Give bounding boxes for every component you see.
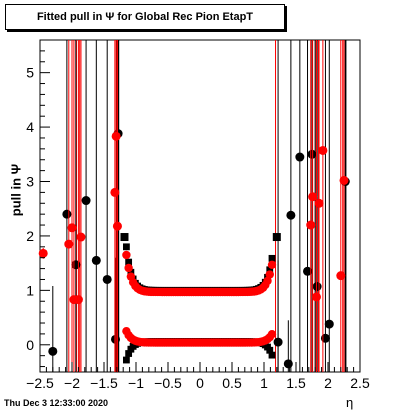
data-point	[314, 198, 324, 208]
data-point	[102, 274, 112, 284]
x-tick-label: 0	[196, 375, 204, 391]
data-point	[111, 334, 121, 344]
data-point	[73, 295, 83, 305]
chart-title-text: Fitted pull in Ψ for Global Rec Pion Eta…	[36, 11, 254, 23]
x-tick-label: −2	[64, 375, 80, 391]
x-tick-label: 1	[260, 375, 268, 391]
data-point	[64, 239, 74, 249]
footer-timestamp: Thu Dec 3 12:33:00 2020	[4, 398, 109, 408]
x-tick-label: 2	[324, 375, 332, 391]
profile-point	[125, 350, 133, 357]
y-tick-label: 4	[26, 119, 34, 135]
x-tick-label: −1.5	[90, 375, 118, 391]
data-point	[110, 187, 120, 197]
profile-point	[268, 351, 276, 359]
data-point	[295, 152, 305, 162]
profile-point	[123, 356, 130, 364]
data-point	[272, 233, 281, 242]
data-point	[112, 221, 122, 231]
x-tick-label: −0.5	[154, 375, 182, 391]
data-point	[283, 359, 293, 369]
data-point	[307, 149, 317, 159]
data-point	[312, 282, 322, 292]
data-point	[324, 319, 334, 329]
x-tick-label: 2.5	[350, 375, 370, 391]
profile-point	[265, 270, 274, 279]
profile-point	[123, 243, 130, 251]
y-tick-label: 1	[26, 282, 34, 298]
data-point	[91, 255, 101, 265]
y-tick-label: 0	[26, 337, 34, 353]
x-axis-label: η	[346, 395, 354, 410]
data-point	[38, 248, 48, 258]
data-point	[67, 223, 77, 233]
data-point	[81, 196, 91, 206]
x-tick-label: −2.5	[26, 375, 54, 391]
data-point	[336, 271, 346, 281]
x-tick-label: −1	[128, 375, 144, 391]
data-point	[48, 346, 58, 356]
profile-point	[266, 346, 274, 354]
data-point	[62, 209, 72, 219]
y-tick-label: 5	[26, 65, 34, 81]
y-tick-label: 3	[26, 174, 34, 190]
data-point	[318, 145, 328, 155]
x-tick-label: 0.5	[222, 375, 242, 391]
y-tick-label: 2	[26, 228, 34, 244]
data-point	[111, 131, 121, 141]
data-point	[320, 333, 330, 343]
data-point	[311, 292, 321, 302]
data-point	[286, 210, 296, 220]
chart-title: Fitted pull in Ψ for Global Rec Pion Eta…	[5, 4, 285, 30]
profile-point	[124, 263, 133, 273]
profile-point	[127, 268, 135, 276]
data-point	[306, 220, 316, 230]
data-point	[120, 233, 129, 242]
profile-point	[125, 258, 133, 266]
data-point	[76, 232, 86, 242]
profile-point	[263, 276, 272, 286]
data-point	[308, 192, 318, 202]
x-tick-label: 1.5	[286, 375, 306, 391]
profile-point	[122, 250, 131, 260]
profile-point	[267, 330, 277, 339]
data-point	[273, 337, 283, 347]
data-point	[303, 266, 313, 276]
data-point	[339, 175, 349, 185]
profile-point	[267, 260, 277, 269]
profile-point	[266, 266, 274, 274]
profile-point	[268, 254, 276, 262]
data-point	[71, 260, 81, 270]
